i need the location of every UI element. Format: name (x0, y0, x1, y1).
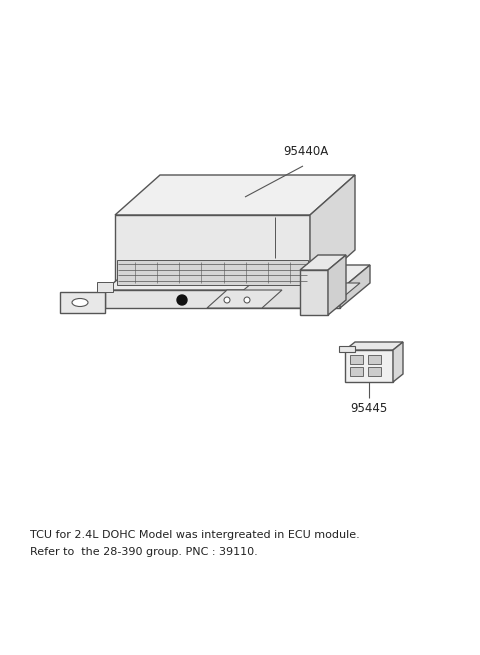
Polygon shape (339, 346, 355, 352)
Polygon shape (310, 175, 355, 290)
Circle shape (224, 297, 230, 303)
Polygon shape (60, 292, 105, 313)
Circle shape (177, 295, 187, 305)
Text: Refer to  the 28-390 group. PNC : 39110.: Refer to the 28-390 group. PNC : 39110. (30, 547, 258, 557)
Ellipse shape (72, 299, 88, 307)
Polygon shape (207, 290, 282, 308)
Text: 95440A: 95440A (283, 145, 328, 158)
Bar (368, 355, 381, 364)
Polygon shape (117, 260, 308, 285)
Polygon shape (115, 175, 355, 215)
Polygon shape (115, 215, 310, 290)
Bar (350, 367, 363, 376)
Bar (350, 355, 363, 364)
Text: TCU for 2.4L DOHC Model was intergreated in ECU module.: TCU for 2.4L DOHC Model was intergreated… (30, 530, 360, 540)
Polygon shape (105, 265, 370, 290)
Text: 95445: 95445 (350, 402, 387, 415)
Polygon shape (345, 350, 393, 382)
Polygon shape (345, 342, 403, 350)
Polygon shape (300, 270, 328, 315)
Polygon shape (340, 265, 370, 308)
Polygon shape (97, 282, 113, 292)
Polygon shape (393, 342, 403, 382)
Polygon shape (300, 255, 346, 270)
Polygon shape (328, 255, 346, 315)
Bar (368, 367, 381, 376)
Polygon shape (222, 283, 360, 308)
Polygon shape (105, 290, 340, 308)
Circle shape (244, 297, 250, 303)
